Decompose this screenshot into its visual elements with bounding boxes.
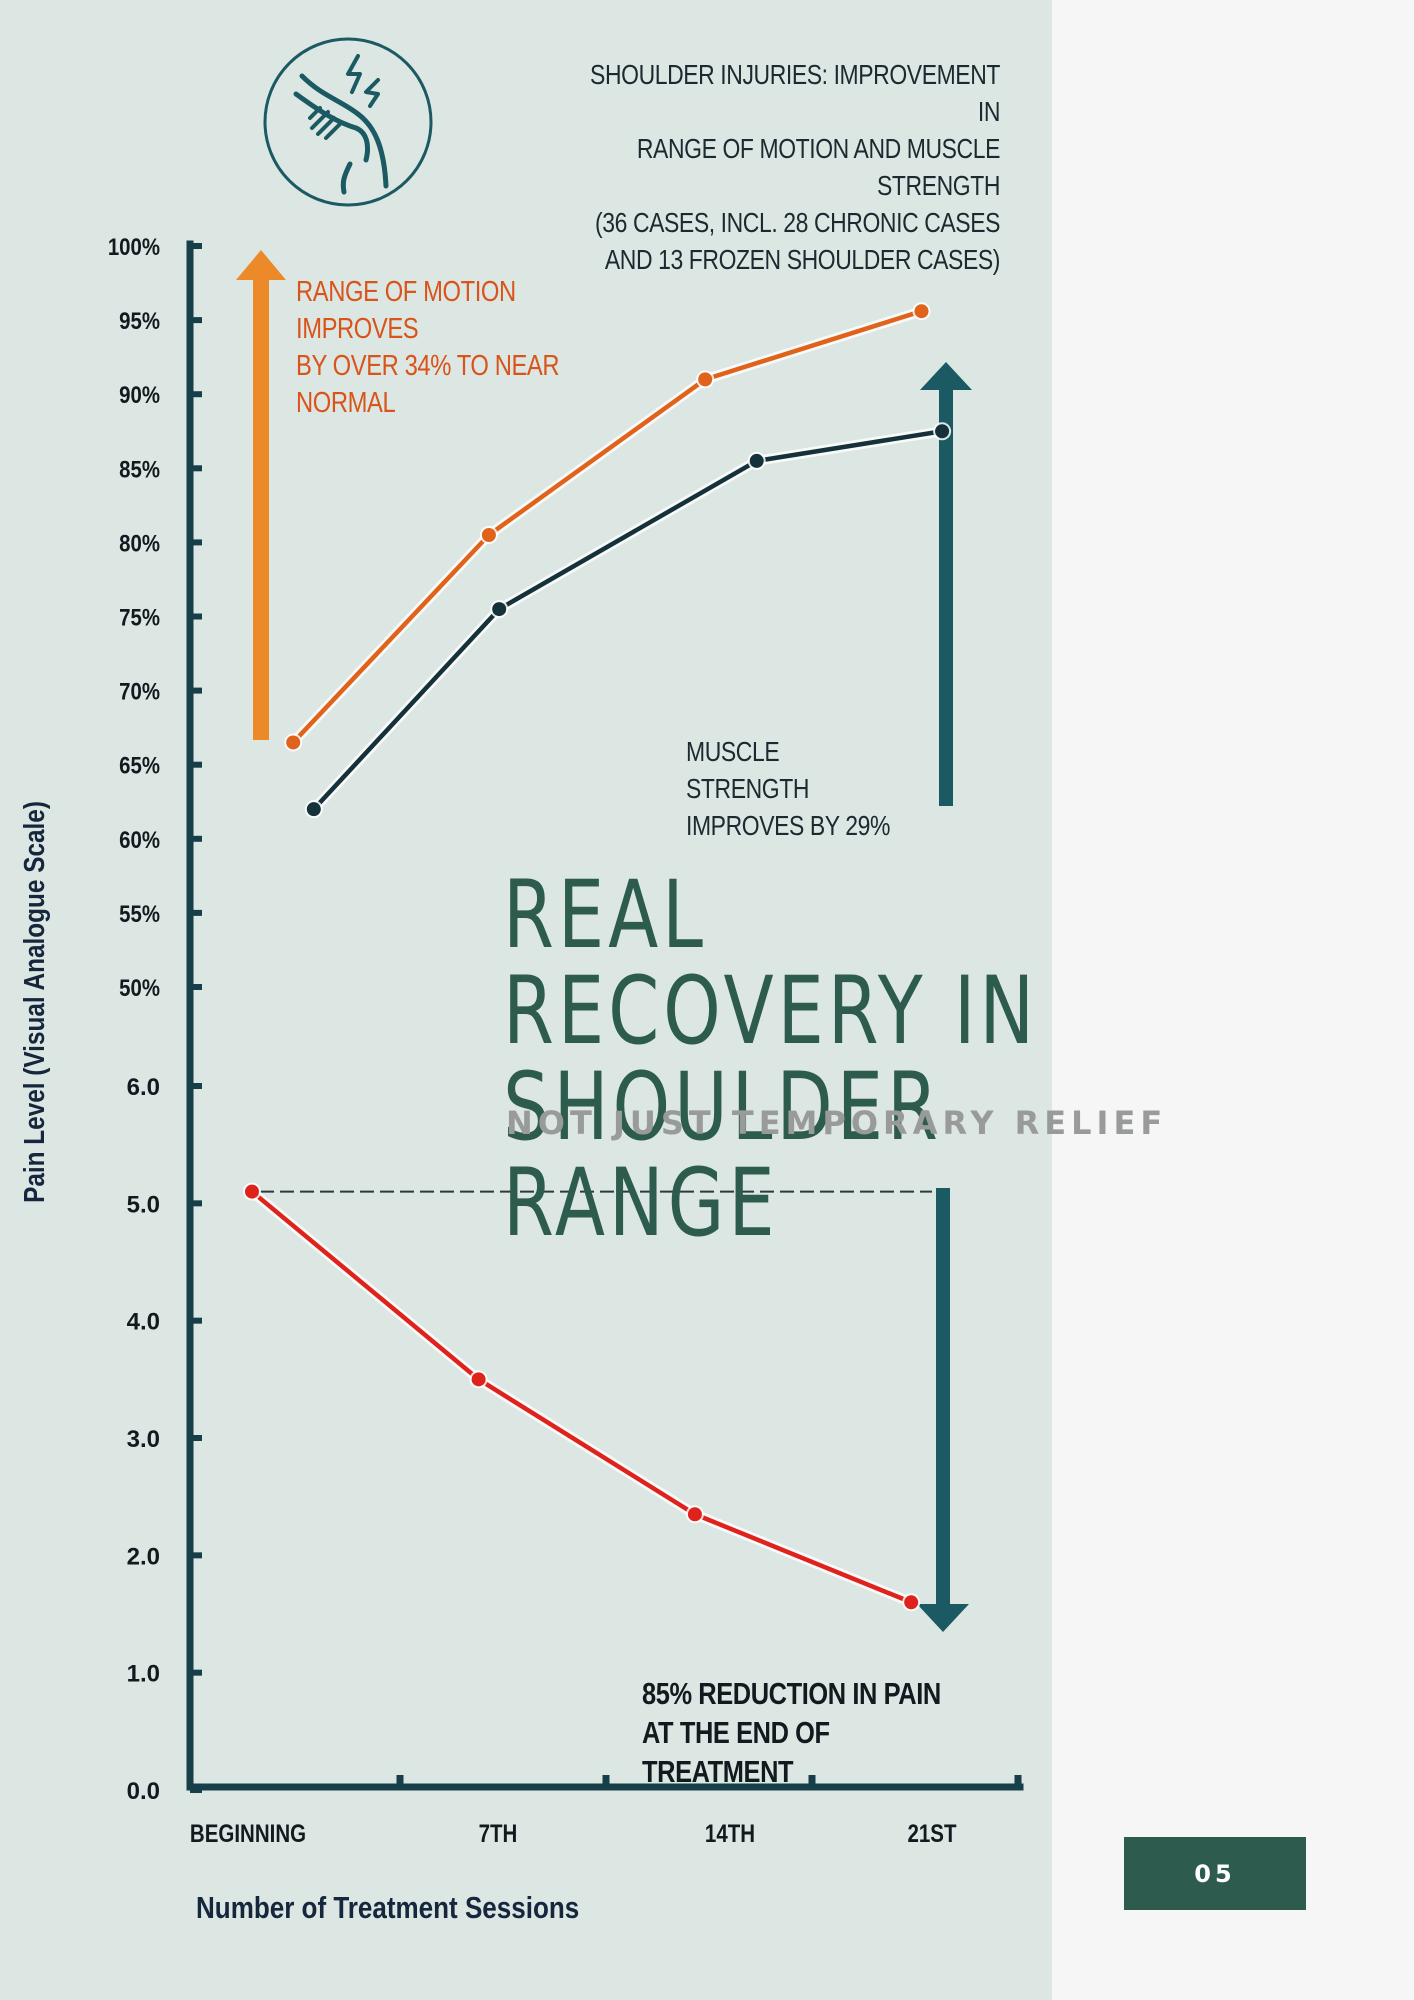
annotation-line: BY OVER 34% TO NEAR [296,350,560,382]
y-tick-label: 65% [119,752,160,779]
x-tick-label: 14TH [705,1819,755,1847]
y-tick-label: 70% [119,678,160,705]
chart-title: SHOULDER INJURIES: IMPROVEMENT IN RANGE … [565,56,1000,278]
y-tick-label: 75% [119,604,160,631]
muscle-strength-point [935,424,950,439]
page-number-badge: 05 [1124,1837,1306,1910]
muscle-strength-point [492,602,507,617]
pain-level-point [471,1372,486,1387]
y-tick-label: 95% [119,308,160,335]
y-tick-label: 3.0 [127,1426,160,1453]
x-tick-label: BEGINNING [190,1819,306,1847]
y-tick-label: 2.0 [127,1543,160,1570]
y-tick-label: 50% [119,974,160,1001]
muscle-strength-line [312,429,943,811]
x-axis-title: Number of Treatment Sessions [196,1891,579,1926]
annotation-line: 85% REDUCTION IN PAIN [642,1676,941,1711]
pain-level-point [245,1184,259,1199]
x-tick-label: 7TH [479,1819,518,1847]
annotation-line: MUSCLE STRENGTH [686,736,809,804]
y-tick-label: 4.0 [127,1309,160,1336]
range-of-motion-point [698,372,713,387]
range-of-motion-point [914,304,929,319]
y-tick-label: 1.0 [127,1661,160,1688]
chart-panel [0,0,1052,2000]
range-of-motion-point [481,527,496,542]
pain-level-point [687,1507,702,1522]
annotation-line: RANGE OF MOTION IMPROVES [296,276,516,345]
y-tick-label: 90% [119,382,160,409]
muscle-strength-annotation: MUSCLE STRENGTH IMPROVES BY 29% [686,733,899,844]
y-tick-label: 0.0 [127,1778,160,1805]
pain-arrow-shaft [936,1188,950,1608]
y-tick-label: 85% [119,456,160,483]
headline-line: SHOULDER RANGE [503,1053,942,1258]
pain-level-point [904,1595,919,1610]
muscle-strength-point [306,802,321,817]
range-of-motion-line [291,309,923,745]
subheadline: NOT JUST TEMPORARY RELIEF [506,1104,1168,1142]
chart-title-line: SHOULDER INJURIES: IMPROVEMENT IN [590,59,1000,127]
annotation-line: NORMAL [296,387,396,419]
pain-arrow-head [917,1604,969,1632]
x-tick-label: 21ST [908,1819,957,1847]
headline-line: REAL RECOVERY IN [503,861,1039,1066]
muscle-strength-arrow-shaft [939,388,953,806]
range-of-motion-arrow-shaft [253,278,269,740]
y-tick-label: 80% [119,530,160,557]
range-of-motion-arrow-head [236,250,286,280]
shoulder-pain-icon [262,36,434,208]
y-tick-label: 6.0 [127,1074,160,1101]
y-tick-label: 60% [119,826,160,853]
chart-title-line: AND 13 FROZEN SHOULDER CASES) [604,244,1001,275]
range-of-motion-annotation: RANGE OF MOTION IMPROVES BY OVER 34% TO … [296,274,640,422]
muscle-strength-point [749,453,764,468]
muscle-strength-arrow-head [920,362,972,390]
headline: REAL RECOVERY IN SHOULDER RANGE [503,868,1096,1252]
chart-title-line: (36 CASES, INCL. 28 CHRONIC CASES [595,207,1000,238]
y-axis-title: Pain Level (Visual Analogue Scale) [18,801,50,1203]
pain-reduction-annotation: 85% REDUCTION IN PAIN AT THE END OF TREA… [642,1674,986,1791]
y-tick-label: 100% [108,233,160,260]
annotation-line: AT THE END OF TREATMENT [642,1715,830,1789]
page-number: 05 [1194,1859,1236,1888]
chart-title-line: RANGE OF MOTION AND MUSCLE STRENGTH [636,133,1001,201]
range-of-motion-point [286,735,301,750]
y-tick-label: 55% [119,900,160,927]
y-tick-label: 5.0 [127,1191,160,1218]
annotation-line: IMPROVES BY 29% [686,810,890,841]
pain-level-line [250,1189,913,1605]
